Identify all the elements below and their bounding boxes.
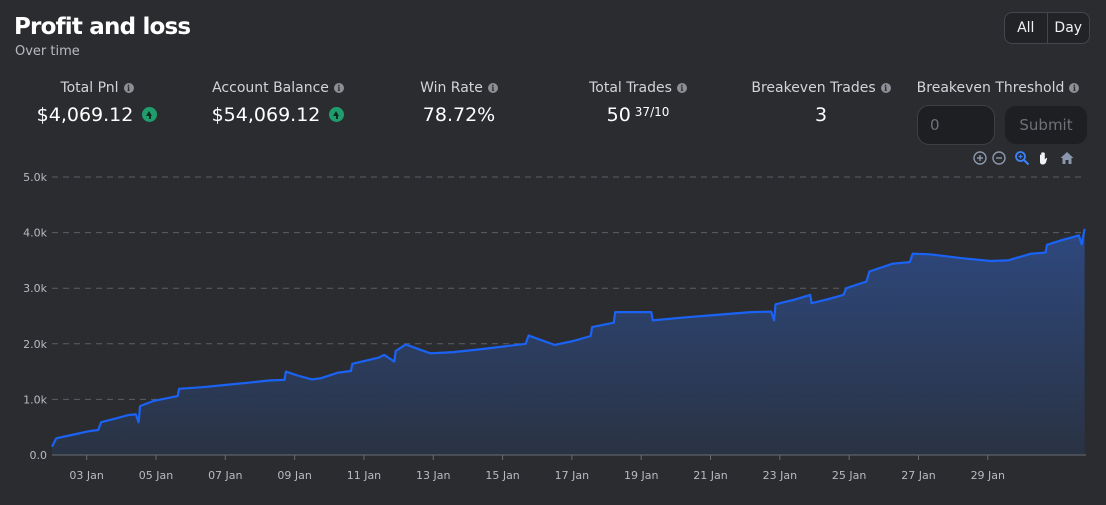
pnl-area-fill	[52, 228, 1085, 455]
range-all-button[interactable]: All	[1005, 13, 1047, 43]
stat-breakeven-trades: Breakeven Trades i 3	[742, 80, 900, 126]
stat-value: 50	[606, 104, 631, 126]
info-icon[interactable]: i	[333, 83, 344, 93]
info-icon[interactable]: i	[1069, 83, 1080, 93]
stat-value: $4,069.12	[36, 104, 134, 126]
selection-zoom-icon[interactable]	[1014, 150, 1030, 166]
reset-home-icon[interactable]	[1059, 150, 1075, 166]
x-tick-label: 25 Jan	[832, 469, 866, 482]
y-tick-label: 1.0k	[23, 393, 47, 406]
range-day-button[interactable]: Day	[1046, 13, 1090, 43]
x-tick-label: 05 Jan	[139, 469, 173, 482]
page-title: Profit and loss	[14, 14, 191, 40]
y-tick-label: 0.0	[30, 449, 48, 462]
info-icon[interactable]: i	[123, 83, 134, 93]
submit-button[interactable]: Submit	[1004, 105, 1088, 145]
stat-label: Win Rate	[420, 80, 483, 96]
x-tick-label: 15 Jan	[485, 469, 519, 482]
pnl-area-chart[interactable]: 0.0 1.0k 2.0k 3.0k 4.0k 5.0k 03 Jan 05 Jan 07 J…	[0, 168, 1106, 488]
arrow-up-icon	[329, 106, 345, 122]
trade-ratio: 37/10	[634, 105, 670, 119]
y-tick-label: 3.0k	[23, 282, 47, 295]
x-axis: 03 Jan 05 Jan 07 Jan 09 Jan 11 Jan 13 Jan 15 J…	[52, 454, 1086, 482]
stat-label: Total Trades	[589, 80, 672, 96]
zoom-in-icon[interactable]	[972, 150, 988, 166]
x-tick-label: 21 Jan	[693, 469, 727, 482]
stat-label: Account Balance	[212, 80, 329, 96]
stat-total-trades: Total Trades i 50 37/10	[575, 80, 701, 126]
x-tick-label: 23 Jan	[763, 469, 797, 482]
threshold-input[interactable]	[917, 105, 995, 145]
stat-value: 3	[814, 104, 828, 126]
stat-value: $54,069.12	[211, 104, 321, 126]
pnl-series-line	[51, 228, 1086, 448]
range-toggle: All Day	[1004, 12, 1090, 44]
info-icon[interactable]: i	[676, 83, 687, 93]
stat-label: Breakeven Threshold	[916, 80, 1065, 96]
stat-breakeven-threshold: Breakeven Threshold i	[910, 80, 1086, 96]
stat-win-rate: Win Rate i 78.72%	[400, 80, 518, 126]
x-tick-label: 29 Jan	[971, 469, 1005, 482]
x-tick-label: 13 Jan	[416, 469, 450, 482]
x-tick-label: 19 Jan	[624, 469, 658, 482]
x-tick-label: 27 Jan	[901, 469, 935, 482]
x-tick-label: 11 Jan	[347, 469, 381, 482]
info-icon[interactable]: i	[487, 83, 498, 93]
x-tick-label: 03 Jan	[69, 469, 103, 482]
y-tick-label: 2.0k	[23, 338, 47, 351]
arrow-up-icon	[142, 106, 158, 122]
stat-label: Total Pnl	[60, 80, 119, 96]
info-icon[interactable]: i	[880, 83, 891, 93]
stat-account-balance: Account Balance i $54,069.12	[203, 80, 353, 126]
y-axis: 0.0 1.0k 2.0k 3.0k 4.0k 5.0k	[23, 171, 47, 462]
x-tick-label: 09 Jan	[277, 469, 311, 482]
x-tick-label: 07 Jan	[208, 469, 242, 482]
stat-value: 78.72%	[422, 104, 496, 126]
y-tick-label: 4.0k	[23, 227, 47, 240]
y-tick-label: 5.0k	[23, 171, 47, 184]
pan-hand-icon[interactable]	[1036, 150, 1052, 166]
page-subtitle: Over time	[15, 44, 80, 59]
x-tick-label: 17 Jan	[555, 469, 589, 482]
stat-label: Breakeven Trades	[751, 80, 876, 96]
zoom-out-icon[interactable]	[991, 150, 1007, 166]
stat-total-pnl: Total Pnl i $4,069.12	[33, 80, 161, 126]
